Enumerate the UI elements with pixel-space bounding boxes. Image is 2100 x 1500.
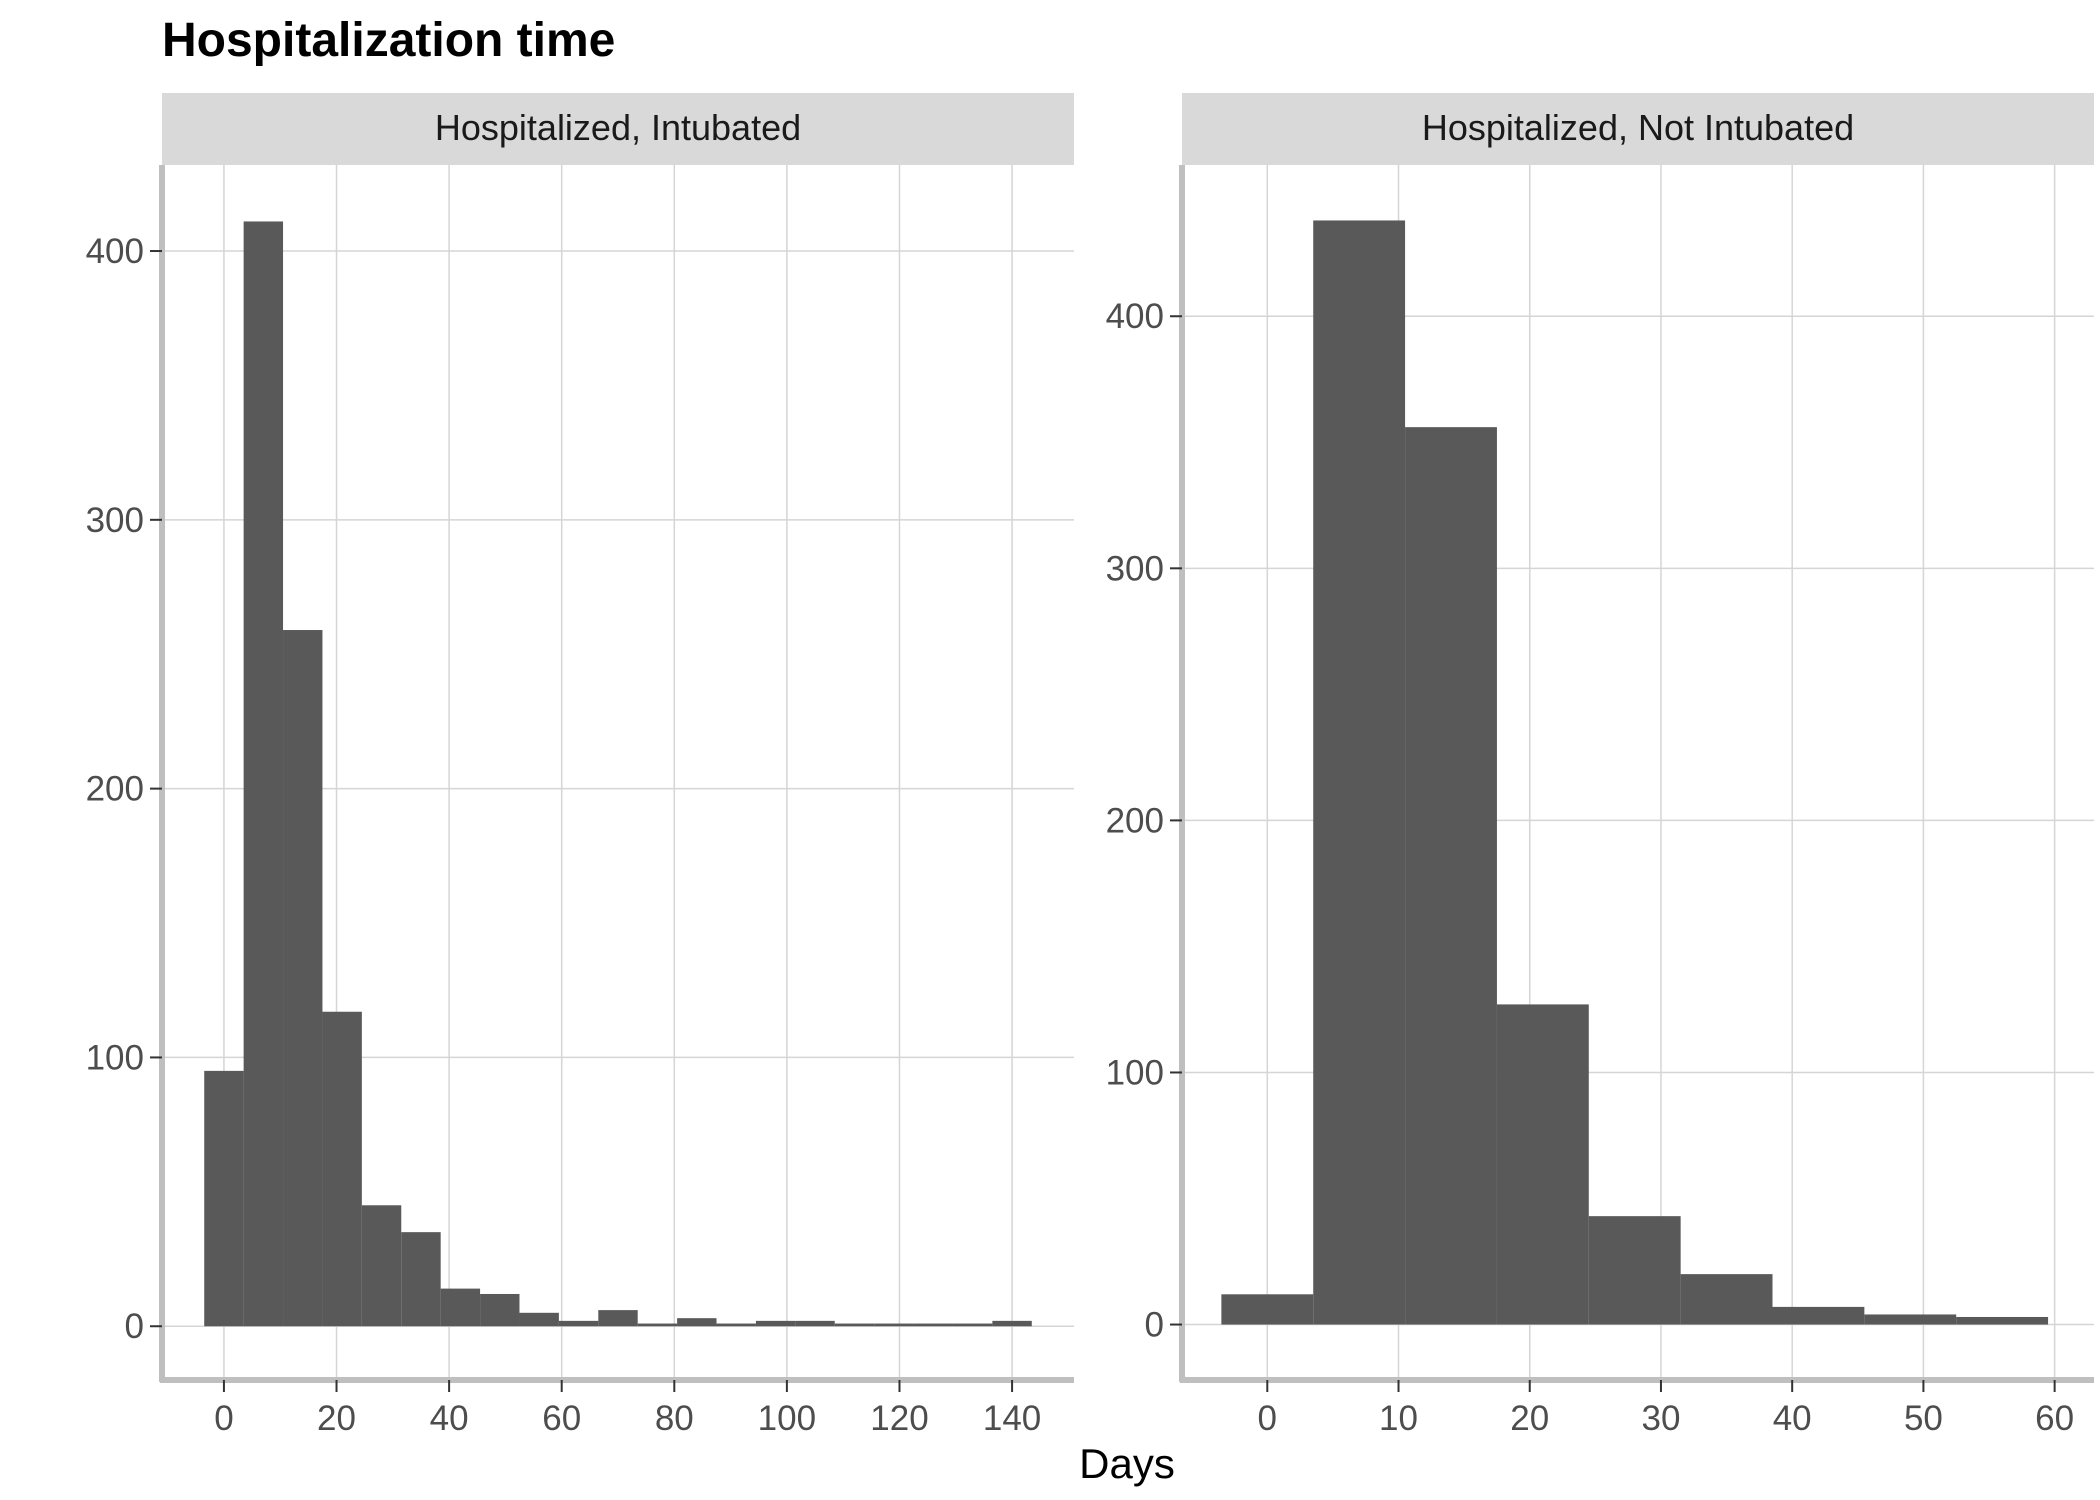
axes-not-intubated: 0 100 200 300 400 0 10 20 30 40 50 60 xyxy=(1106,165,2094,1438)
histogram-bar-intubated-16 xyxy=(834,1323,875,1327)
axes-intubated: 0 100 200 300 400 0 20 40 60 80 100 120 140 xyxy=(86,165,1074,1438)
histogram-bar-intubated-9 xyxy=(558,1320,599,1327)
histogram-bar-intubated-6 xyxy=(440,1288,481,1327)
histogram-bar-not-intubated-5 xyxy=(1680,1274,1773,1325)
y-tick-label-intubated-0: 0 xyxy=(125,1307,144,1346)
histogram-bar-intubated-4 xyxy=(361,1205,402,1327)
x-tick-label-not-intubated-5: 50 xyxy=(1904,1399,1943,1438)
y-tick-label-intubated-2: 200 xyxy=(86,770,144,809)
y-tick-label-intubated-4: 400 xyxy=(86,232,144,271)
histogram-bar-intubated-18 xyxy=(913,1323,953,1327)
histogram-bar-not-intubated-7 xyxy=(1864,1314,1957,1325)
y-tick-label-intubated-1: 100 xyxy=(86,1038,144,1077)
x-tick-label-intubated-3: 60 xyxy=(542,1399,581,1438)
x-tick-label-intubated-4: 80 xyxy=(655,1399,694,1438)
histogram-bar-intubated-1 xyxy=(243,221,284,1327)
histogram-bar-intubated-14 xyxy=(755,1320,796,1327)
y-tick-label-not-intubated-0: 0 xyxy=(1145,1306,1164,1345)
y-tick-label-not-intubated-1: 100 xyxy=(1106,1053,1164,1092)
histogram-bar-intubated-0 xyxy=(204,1070,244,1327)
histogram-bar-intubated-3 xyxy=(322,1011,362,1327)
x-tick-label-not-intubated-3: 30 xyxy=(1641,1399,1680,1438)
chart-title: Hospitalization time xyxy=(162,14,615,67)
strip-label-intubated: Hospitalized, Intubated xyxy=(435,107,801,148)
y-tick-label-not-intubated-3: 300 xyxy=(1106,549,1164,588)
histogram-bar-intubated-12 xyxy=(677,1318,717,1327)
x-axis-title: Days xyxy=(1079,1440,1175,1487)
x-tick-label-intubated-6: 120 xyxy=(870,1399,928,1438)
histogram-bar-not-intubated-2 xyxy=(1405,427,1497,1325)
bars-not-intubated xyxy=(1221,220,2049,1325)
x-tick-label-not-intubated-6: 60 xyxy=(2035,1399,2074,1438)
histogram-bar-not-intubated-6 xyxy=(1772,1306,1865,1325)
y-tick-label-intubated-3: 300 xyxy=(86,501,144,540)
y-tick-label-not-intubated-4: 400 xyxy=(1106,297,1164,336)
histogram-bar-intubated-11 xyxy=(637,1323,678,1327)
histogram-bar-not-intubated-3 xyxy=(1496,1004,1589,1325)
histogram-bar-not-intubated-0 xyxy=(1221,1294,1314,1325)
histogram-bar-intubated-13 xyxy=(716,1323,756,1327)
histogram-bar-intubated-8 xyxy=(519,1312,559,1327)
histogram-bar-intubated-20 xyxy=(992,1320,1032,1327)
x-tick-label-not-intubated-2: 20 xyxy=(1510,1399,1549,1438)
strip-label-not-intubated: Hospitalized, Not Intubated xyxy=(1422,107,1854,148)
histogram-bar-intubated-19 xyxy=(952,1323,993,1327)
histogram-bar-intubated-7 xyxy=(480,1293,520,1327)
histogram-bar-intubated-2 xyxy=(283,630,323,1327)
strip-background-intubated xyxy=(162,93,1074,165)
panel-intubated: Hospitalized, Intubated 0 100 200 300 400 0 20… xyxy=(86,93,1074,1438)
x-tick-label-not-intubated-0: 0 xyxy=(1258,1399,1277,1438)
histogram-bar-intubated-15 xyxy=(795,1320,835,1327)
x-tick-label-intubated-5: 100 xyxy=(758,1399,816,1438)
histogram-bar-intubated-5 xyxy=(401,1232,441,1327)
histogram-bar-not-intubated-4 xyxy=(1588,1216,1681,1325)
x-tick-label-intubated-1: 20 xyxy=(317,1399,356,1438)
bars-intubated xyxy=(204,221,1032,1327)
histogram-bar-not-intubated-1 xyxy=(1313,220,1406,1325)
histogram-bar-not-intubated-8 xyxy=(1956,1316,2049,1325)
x-tick-label-not-intubated-1: 10 xyxy=(1379,1399,1418,1438)
histogram-bar-intubated-10 xyxy=(598,1310,638,1327)
strip-background-not-intubated xyxy=(1182,93,2094,165)
x-tick-label-intubated-0: 0 xyxy=(214,1399,233,1438)
x-tick-label-not-intubated-4: 40 xyxy=(1773,1399,1812,1438)
panel-not-intubated: Hospitalized, Not Intubated 010020030040… xyxy=(1106,93,2094,1438)
x-tick-label-intubated-2: 40 xyxy=(430,1399,469,1438)
x-tick-label-intubated-7: 140 xyxy=(983,1399,1041,1438)
histogram-bar-intubated-17 xyxy=(874,1323,914,1327)
y-tick-label-not-intubated-2: 200 xyxy=(1106,801,1164,840)
